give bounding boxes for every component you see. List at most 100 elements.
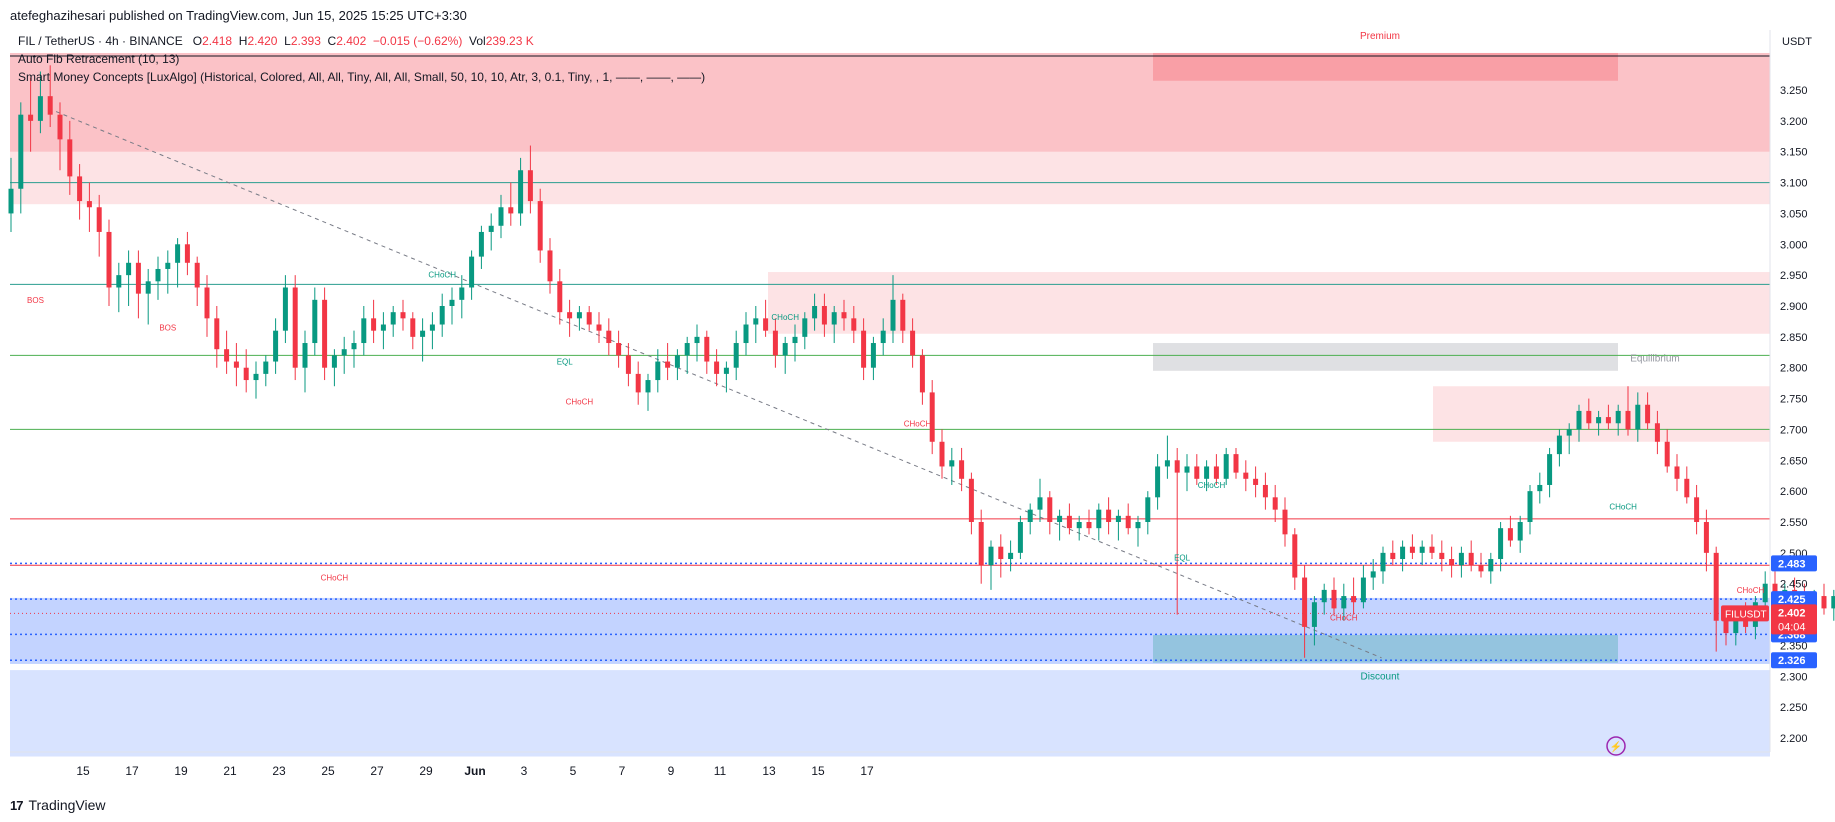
- x-tick-label: 19: [174, 764, 188, 778]
- candle-body: [420, 330, 426, 337]
- x-tick-label: 13: [762, 764, 776, 778]
- candle-body: [1713, 552, 1719, 621]
- candle-body: [1605, 417, 1611, 424]
- candle-body: [616, 343, 622, 356]
- tradingview-logo-icon: 17: [10, 797, 24, 813]
- structure-label: CHoCH: [771, 313, 799, 322]
- candle-body: [351, 343, 357, 350]
- candle-body: [1164, 460, 1170, 467]
- candle-body: [586, 312, 592, 325]
- candle-body: [1478, 565, 1484, 572]
- candle-body: [459, 287, 465, 300]
- tradingview-brand[interactable]: 17 TradingView: [10, 797, 106, 813]
- candle-body: [684, 343, 690, 356]
- candle-body: [380, 324, 386, 331]
- candle-body: [1282, 509, 1288, 535]
- y-tick-label: 2.450: [1780, 579, 1808, 591]
- ohlc-legend: FIL / TetherUS · 4h · BINANCE O2.418 H2.…: [18, 34, 534, 48]
- candle-body: [1135, 522, 1141, 529]
- indicator-smc[interactable]: Smart Money Concepts [LuxAlgo] (Historic…: [18, 70, 706, 84]
- candle-body: [547, 250, 553, 282]
- candle-body: [18, 114, 24, 189]
- candle-body: [1076, 522, 1082, 529]
- candle-body: [371, 318, 377, 331]
- x-tick-label: 5: [570, 764, 577, 778]
- candle-body: [165, 262, 171, 269]
- candle-body: [1351, 596, 1357, 603]
- candle-body: [1390, 552, 1396, 560]
- currency-label: USDT: [1782, 36, 1812, 48]
- candle-body: [1243, 472, 1249, 479]
- price-tag: [1771, 652, 1817, 669]
- symbol-label[interactable]: FIL / TetherUS · 4h · BINANCE: [18, 34, 183, 48]
- candle-body: [1733, 614, 1739, 634]
- brand-name: TradingView: [28, 797, 106, 813]
- candle-body: [508, 207, 514, 214]
- equilibrium-label: Equilibrium: [1630, 353, 1679, 364]
- candle-body: [1429, 546, 1435, 553]
- structure-label: CHoCH: [904, 419, 932, 428]
- y-tick-label: 2.250: [1780, 702, 1808, 714]
- candle-body: [1253, 478, 1259, 485]
- candle-body: [851, 318, 857, 331]
- structure-label: BOS: [27, 296, 44, 305]
- candle-body: [1302, 577, 1308, 627]
- candle-body: [919, 355, 925, 393]
- candle-body: [772, 330, 778, 356]
- candle-body: [1586, 410, 1592, 424]
- candle-body: [1125, 515, 1131, 529]
- candle-body: [184, 244, 190, 263]
- candle-body: [302, 343, 308, 368]
- x-tick-label: 9: [668, 764, 675, 778]
- candle-body: [498, 207, 504, 226]
- candle-body: [410, 318, 416, 337]
- candle-body: [312, 299, 318, 344]
- symbol-tag-label: FILUSDT: [1725, 609, 1767, 620]
- candle-body: [1674, 466, 1680, 479]
- candle-body: [1360, 577, 1366, 603]
- candle-body: [28, 114, 34, 121]
- indicator-fib[interactable]: Auto Fib Retracement (10, 13): [18, 52, 180, 66]
- candle-body: [802, 318, 808, 337]
- discount-zone: [10, 670, 1770, 757]
- candle-body: [821, 306, 827, 325]
- candle-body: [204, 287, 210, 319]
- candle-body: [214, 318, 220, 350]
- candle-body: [1409, 546, 1415, 553]
- candle-body: [1576, 410, 1582, 430]
- candle-body: [1458, 552, 1464, 566]
- candle-body: [1292, 534, 1298, 578]
- premium-zone: [10, 52, 1770, 152]
- low-value: 2.393: [290, 34, 321, 48]
- candle-body: [175, 244, 181, 263]
- candle-body: [77, 176, 83, 202]
- candle-body: [1174, 460, 1180, 473]
- candle-body: [8, 188, 14, 214]
- close-label: C: [327, 34, 337, 48]
- candle-body: [567, 312, 573, 319]
- structure-label: BOS: [159, 324, 176, 333]
- lightning-icon: [1606, 736, 1626, 756]
- high-value: 2.420: [247, 34, 278, 48]
- candle-body: [988, 546, 994, 566]
- x-tick-label: 29: [419, 764, 433, 778]
- change-value: −0.015 (−0.62%): [372, 34, 463, 48]
- candle-body: [1537, 484, 1543, 492]
- candle-body: [1096, 509, 1102, 529]
- x-tick-label: 27: [370, 764, 384, 778]
- candle-body: [998, 546, 1004, 560]
- x-tick-label: 7: [619, 764, 626, 778]
- x-tick-label: 25: [321, 764, 335, 778]
- candle-body: [861, 330, 867, 368]
- candle-body: [439, 306, 445, 325]
- candle-body: [939, 441, 945, 467]
- candle-body: [635, 373, 641, 393]
- y-tick-label: 2.350: [1780, 640, 1808, 652]
- candle-body: [429, 324, 435, 331]
- candle-body: [900, 299, 906, 331]
- y-tick-label: 3.100: [1780, 178, 1808, 190]
- structure-label: CHoCH: [1330, 614, 1358, 623]
- candle-body: [665, 361, 671, 368]
- candle-body: [694, 336, 700, 344]
